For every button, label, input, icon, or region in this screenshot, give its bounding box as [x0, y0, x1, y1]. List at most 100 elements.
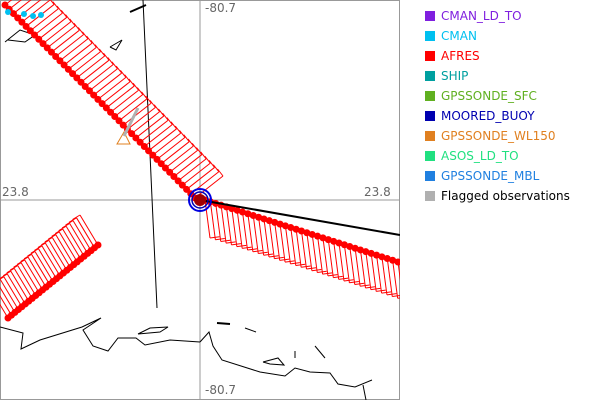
wind-barb-flag [58, 225, 67, 232]
legend-label: GPSSONDE_SFC [441, 89, 537, 103]
wind-barb-flag [54, 228, 63, 234]
wind-barb-flag [68, 217, 77, 223]
observation-points [1, 1, 400, 322]
wind-barb [44, 242, 64, 274]
afres-observation [47, 48, 55, 56]
wind-barb [65, 225, 85, 257]
afres-observation [107, 108, 115, 116]
wind-barb [349, 246, 356, 285]
afres-observation [22, 22, 30, 30]
wind-barb [152, 132, 182, 156]
wind-barb-flag [200, 151, 207, 160]
observation-map[interactable] [0, 0, 400, 400]
wind-barb-flag [397, 297, 400, 299]
afres-observation [340, 241, 348, 249]
afres-observation [389, 256, 397, 264]
wind-barb [0, 286, 16, 313]
wind-barb [127, 106, 156, 130]
wind-barb-flag [132, 82, 139, 91]
wind-barb-flag [157, 108, 165, 117]
legend-item[interactable]: MOORED_BUOY [425, 106, 570, 126]
afres-observation [239, 208, 247, 216]
legend-swatch [425, 111, 435, 121]
afres-observation [394, 258, 400, 266]
wind-barb [386, 258, 393, 297]
afres-observation [319, 234, 327, 242]
legend-item[interactable]: GPSSONDE_WL150 [425, 126, 570, 146]
storm-track [199, 199, 400, 236]
wind-barb-flag [90, 40, 97, 48]
legend-item[interactable]: GPSSONDE_MBL [425, 166, 570, 186]
wind-barb [182, 162, 211, 186]
wind-barb [110, 89, 139, 113]
wind-barb [252, 215, 259, 254]
cman-points [5, 9, 44, 19]
wind-barb-flag [166, 117, 173, 125]
legend-item[interactable]: CMAN_LD_TO [425, 6, 570, 26]
wind-barb [114, 94, 144, 117]
wind-barb [17, 265, 37, 296]
wind-barb-flag [77, 27, 85, 35]
legend-swatch [425, 51, 435, 61]
afres-observation [383, 255, 391, 263]
afres-observation [324, 236, 332, 244]
wind-barb [31, 254, 50, 285]
wind-barb [392, 260, 399, 299]
wind-barb-flag [111, 61, 118, 70]
wind-barb [160, 141, 190, 165]
legend-item[interactable]: ASOS_LD_TO [425, 146, 570, 166]
wind-barb-flag [153, 104, 161, 112]
wind-barb [338, 242, 345, 282]
wind-barb-flag [72, 214, 81, 220]
wind-barb [72, 51, 101, 75]
afres-observation [60, 61, 68, 69]
wind-barb [59, 38, 89, 62]
afres-observation [1, 1, 9, 9]
wind-barb [317, 236, 324, 275]
wind-barb [58, 231, 78, 263]
legend-item[interactable]: Flagged observations [425, 186, 570, 206]
gpssonde-wl150-marker [116, 130, 131, 145]
afres-observation [39, 40, 47, 48]
legend-item[interactable]: SHIP [425, 66, 570, 86]
afres-observation [308, 230, 316, 238]
wind-barb [6, 273, 26, 305]
afres-observation [94, 241, 102, 249]
afres-observation [271, 218, 279, 226]
legend-swatch [425, 131, 435, 141]
afres-observation [249, 212, 257, 219]
top-longitude-label: -80.7 [205, 1, 237, 15]
afres-observation [136, 138, 144, 146]
wind-barb-flag [41, 239, 50, 246]
wind-barb [343, 244, 350, 283]
legend-item[interactable]: CMAN [425, 26, 570, 46]
wind-barb [169, 149, 198, 173]
wind-barb [263, 218, 270, 258]
afres-observation [335, 239, 343, 247]
wind-barb [76, 55, 106, 79]
wind-barb [122, 102, 152, 126]
afres-observation [378, 253, 386, 261]
afres-observation [140, 143, 148, 151]
afres-observation [314, 232, 322, 240]
legend-item[interactable]: AFRES [425, 46, 570, 66]
wind-barb-flag [217, 168, 224, 177]
afres-observation [244, 210, 252, 218]
wind-barb [13, 0, 32, 14]
afres-observation [174, 177, 182, 185]
afres-observation [85, 87, 93, 95]
wind-barb [51, 237, 71, 268]
legend-label: Flagged observations [441, 189, 570, 203]
wind-barb [72, 220, 92, 251]
afres-observation [119, 121, 127, 129]
wind-barb-flag [81, 31, 89, 40]
wind-barb-flag [69, 18, 76, 27]
afres-observation [73, 74, 81, 82]
wind-barb [306, 232, 313, 271]
wind-barb [148, 128, 177, 152]
legend-item[interactable]: GPSSONDE_SFC [425, 86, 570, 106]
afres-observation [64, 65, 72, 73]
wind-barb-flag [65, 220, 74, 226]
wind-barb [79, 214, 99, 246]
wind-barb-flag [56, 5, 63, 14]
